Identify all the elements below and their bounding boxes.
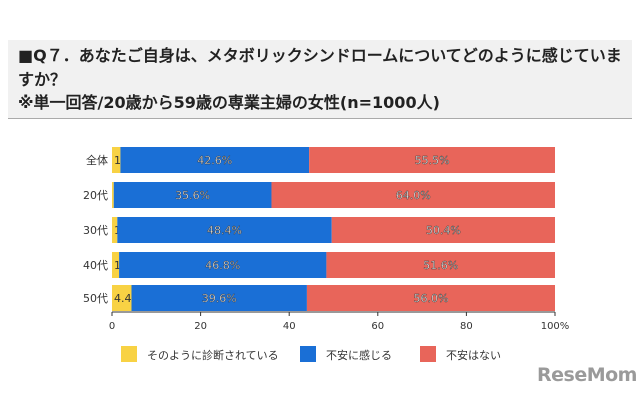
x-tick-label: 100%: [541, 321, 570, 332]
data-label: 55.5%: [415, 154, 450, 167]
bar-segment: [112, 285, 132, 311]
bar-segment: [271, 182, 555, 208]
bar-segment: [117, 217, 332, 243]
legend-label: そのように診断されている: [147, 348, 279, 362]
category-label: 40代: [83, 259, 108, 272]
question-title: ■Q７．あなたご自身は、メタボリックシンドロームについてどのように感じていますか…: [18, 46, 622, 89]
bar-segment: [113, 182, 272, 208]
bar-segment: [306, 285, 555, 311]
legend-swatch: [121, 346, 137, 362]
category-label: 全体: [86, 153, 108, 167]
bar-segment: [120, 147, 310, 173]
category-label: 30代: [83, 224, 108, 237]
bar-segment: [131, 285, 307, 311]
x-tick-label: 60: [371, 321, 384, 332]
question-header: ■Q７．あなたご自身は、メタボリックシンドロームについてどのように感じていますか…: [8, 40, 632, 119]
data-label: 48.4%: [207, 224, 242, 237]
bar-segment: [112, 147, 121, 173]
x-tick-label: 40: [283, 321, 296, 332]
data-label: 39.6%: [202, 292, 237, 305]
data-label: 46.8%: [205, 259, 240, 272]
bar-segment: [112, 252, 120, 278]
bar-segment: [326, 252, 555, 278]
category-label: 50代: [83, 292, 108, 305]
bar-segment: [331, 217, 555, 243]
question-subtitle: ※単一回答/20歳から59歳の専業主婦の女性(n=1000人): [18, 93, 440, 112]
legend-swatch: [420, 346, 436, 362]
bar-segment: [112, 182, 114, 208]
data-label: 56.0%: [413, 292, 448, 305]
bar-segment: [119, 252, 327, 278]
bar-segment: [309, 147, 555, 173]
x-tick-label: 80: [460, 321, 473, 332]
data-label: 50.4%: [426, 224, 461, 237]
data-label: 51.6%: [423, 259, 458, 272]
x-tick-label: 20: [194, 321, 207, 332]
bar-segment: [112, 217, 118, 243]
data-label: 42.6%: [197, 154, 232, 167]
x-tick-label: 0: [109, 321, 115, 332]
category-label: 20代: [83, 189, 108, 202]
legend-label: 不安はない: [446, 348, 501, 362]
data-label: 35.6%: [175, 189, 210, 202]
legend-swatch: [300, 346, 316, 362]
data-label: 64.0%: [396, 189, 431, 202]
legend-label: 不安に感じる: [326, 348, 392, 362]
resemom-logo: ReseMom: [537, 364, 637, 386]
